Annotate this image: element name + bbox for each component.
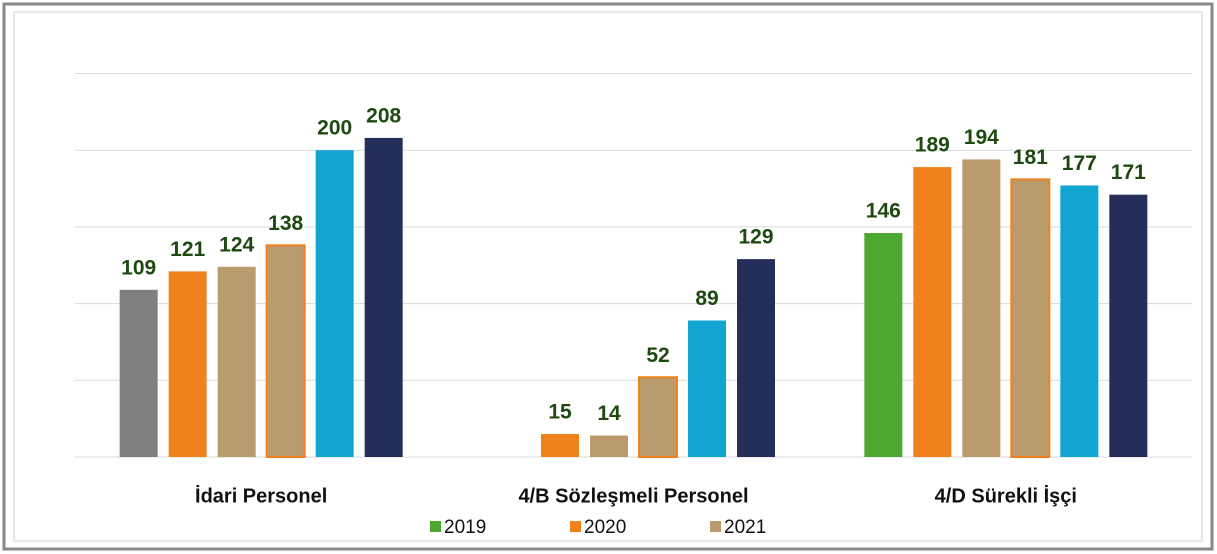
bar: [638, 376, 678, 458]
bar: [168, 271, 207, 457]
x-tick-label: 4/B Sözleşmeli Personel: [518, 485, 748, 507]
data-label: 194: [964, 126, 999, 149]
bar: [1109, 194, 1148, 457]
bar: [737, 259, 775, 457]
data-label: 121: [170, 238, 205, 261]
x-tick-label: İdari Personel: [195, 484, 327, 507]
bar: [217, 266, 256, 457]
data-label: 109: [121, 256, 156, 279]
data-label: 124: [219, 233, 254, 256]
data-label: 146: [866, 200, 901, 223]
legend-label: 2019: [444, 517, 486, 538]
legend-swatch: [430, 521, 441, 532]
bar: [864, 233, 903, 457]
bar: [913, 167, 952, 457]
bar: [315, 150, 354, 457]
x-tick-label: 4/D Sürekli İşçi: [935, 484, 1077, 507]
data-label: 189: [915, 134, 950, 157]
bar: [1060, 185, 1099, 457]
bar: [590, 435, 628, 457]
bar: [962, 159, 1001, 458]
data-label: 129: [738, 226, 773, 249]
bar: [364, 137, 403, 458]
data-label: 89: [695, 287, 718, 310]
data-label: 208: [366, 104, 401, 127]
data-label: 177: [1062, 152, 1097, 175]
data-label: 181: [1013, 146, 1048, 169]
bar: [265, 244, 306, 458]
bar: [1010, 178, 1051, 458]
data-label: 171: [1111, 161, 1146, 184]
data-label: 14: [597, 402, 621, 425]
bar: [119, 289, 158, 457]
data-label: 15: [548, 401, 572, 424]
legend-label: 2021: [724, 517, 766, 538]
bar: [541, 433, 579, 457]
data-label: 138: [268, 212, 303, 235]
data-label: 200: [317, 117, 352, 140]
legend-swatch: [710, 521, 721, 532]
inner-frame: [13, 11, 1203, 542]
bar: [688, 320, 726, 457]
data-label: 52: [646, 344, 669, 367]
legend-label: 2020: [584, 517, 626, 538]
legend-swatch: [570, 521, 581, 532]
